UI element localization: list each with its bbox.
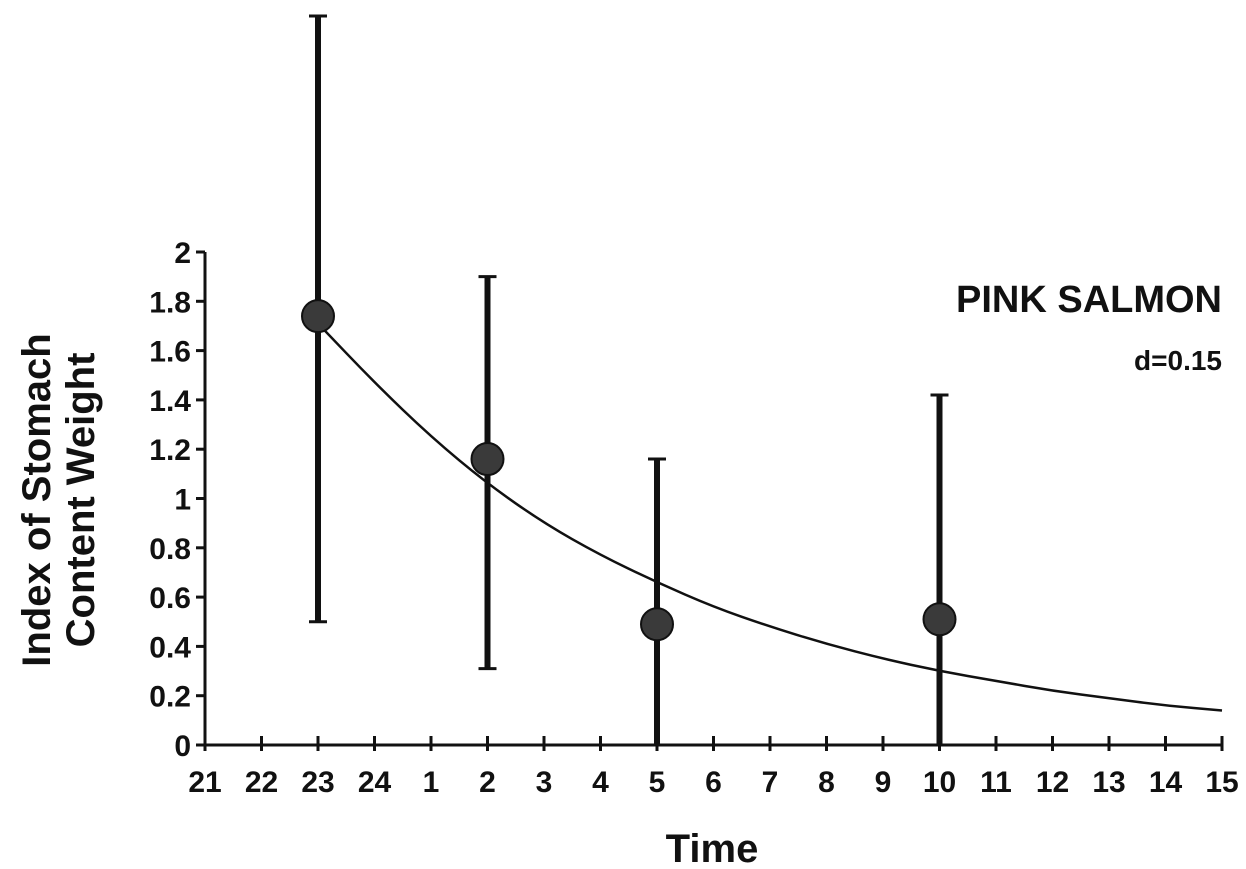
x-tick-label: 21 [188,766,221,799]
fit-curve [317,322,1223,712]
y-axis-label-line-2: Content Weight [59,353,103,648]
data-point [640,607,674,642]
x-tick-label: 22 [245,766,278,799]
y-tick-label: 1 [174,484,191,517]
x-tick-label: 1 [423,766,440,799]
axes [203,252,1222,747]
x-tick-label: 10 [923,766,956,799]
x-tick-label: 8 [818,766,835,799]
y-tick-label: 0.4 [149,631,191,664]
x-tick-label: 23 [301,766,334,799]
y-tick-label: 0 [174,730,191,763]
y-tick-label: 2 [174,237,191,270]
x-tick-label: 4 [592,766,609,799]
annotation-title: PINK SALMON [956,279,1222,321]
y-tick-label: 0.6 [149,582,191,615]
x-tick-label: 5 [649,766,666,799]
y-tick-label: 1.8 [149,286,191,319]
x-tick-label: 12 [1036,766,1069,799]
data-point [922,602,957,637]
annotation-subtitle: d=0.15 [1134,345,1222,376]
x-tick-label: 7 [762,766,779,799]
y-tick-label: 0.8 [149,533,191,566]
error-bars-layer [309,14,949,745]
x-tick-label: 11 [980,766,1012,799]
x-tick-label: 6 [705,766,722,799]
x-tick-label: 2 [479,766,496,799]
data-point [301,299,335,334]
x-tick-label: 3 [536,766,553,799]
x-tick-label: 15 [1205,766,1238,799]
x-tick-label: 24 [358,766,392,799]
x-tick-label: 9 [875,766,892,799]
points-layer [301,299,957,642]
y-tick-label: 1.6 [149,336,191,369]
x-tick-label: 14 [1149,766,1183,799]
y-tick-label: 1.2 [149,434,191,467]
fit-curve-layer [317,322,1223,712]
x-tick-label: 13 [1092,766,1125,799]
data-point [470,442,505,477]
y-axis-label: Index of Stomach Content Weight [15,333,103,666]
y-tick-label: 1.4 [149,385,191,418]
y-axis-label-line-1: Index of Stomach [15,333,59,666]
x-axis-label: Time [666,827,759,869]
y-tick-label: 0.2 [149,681,191,714]
